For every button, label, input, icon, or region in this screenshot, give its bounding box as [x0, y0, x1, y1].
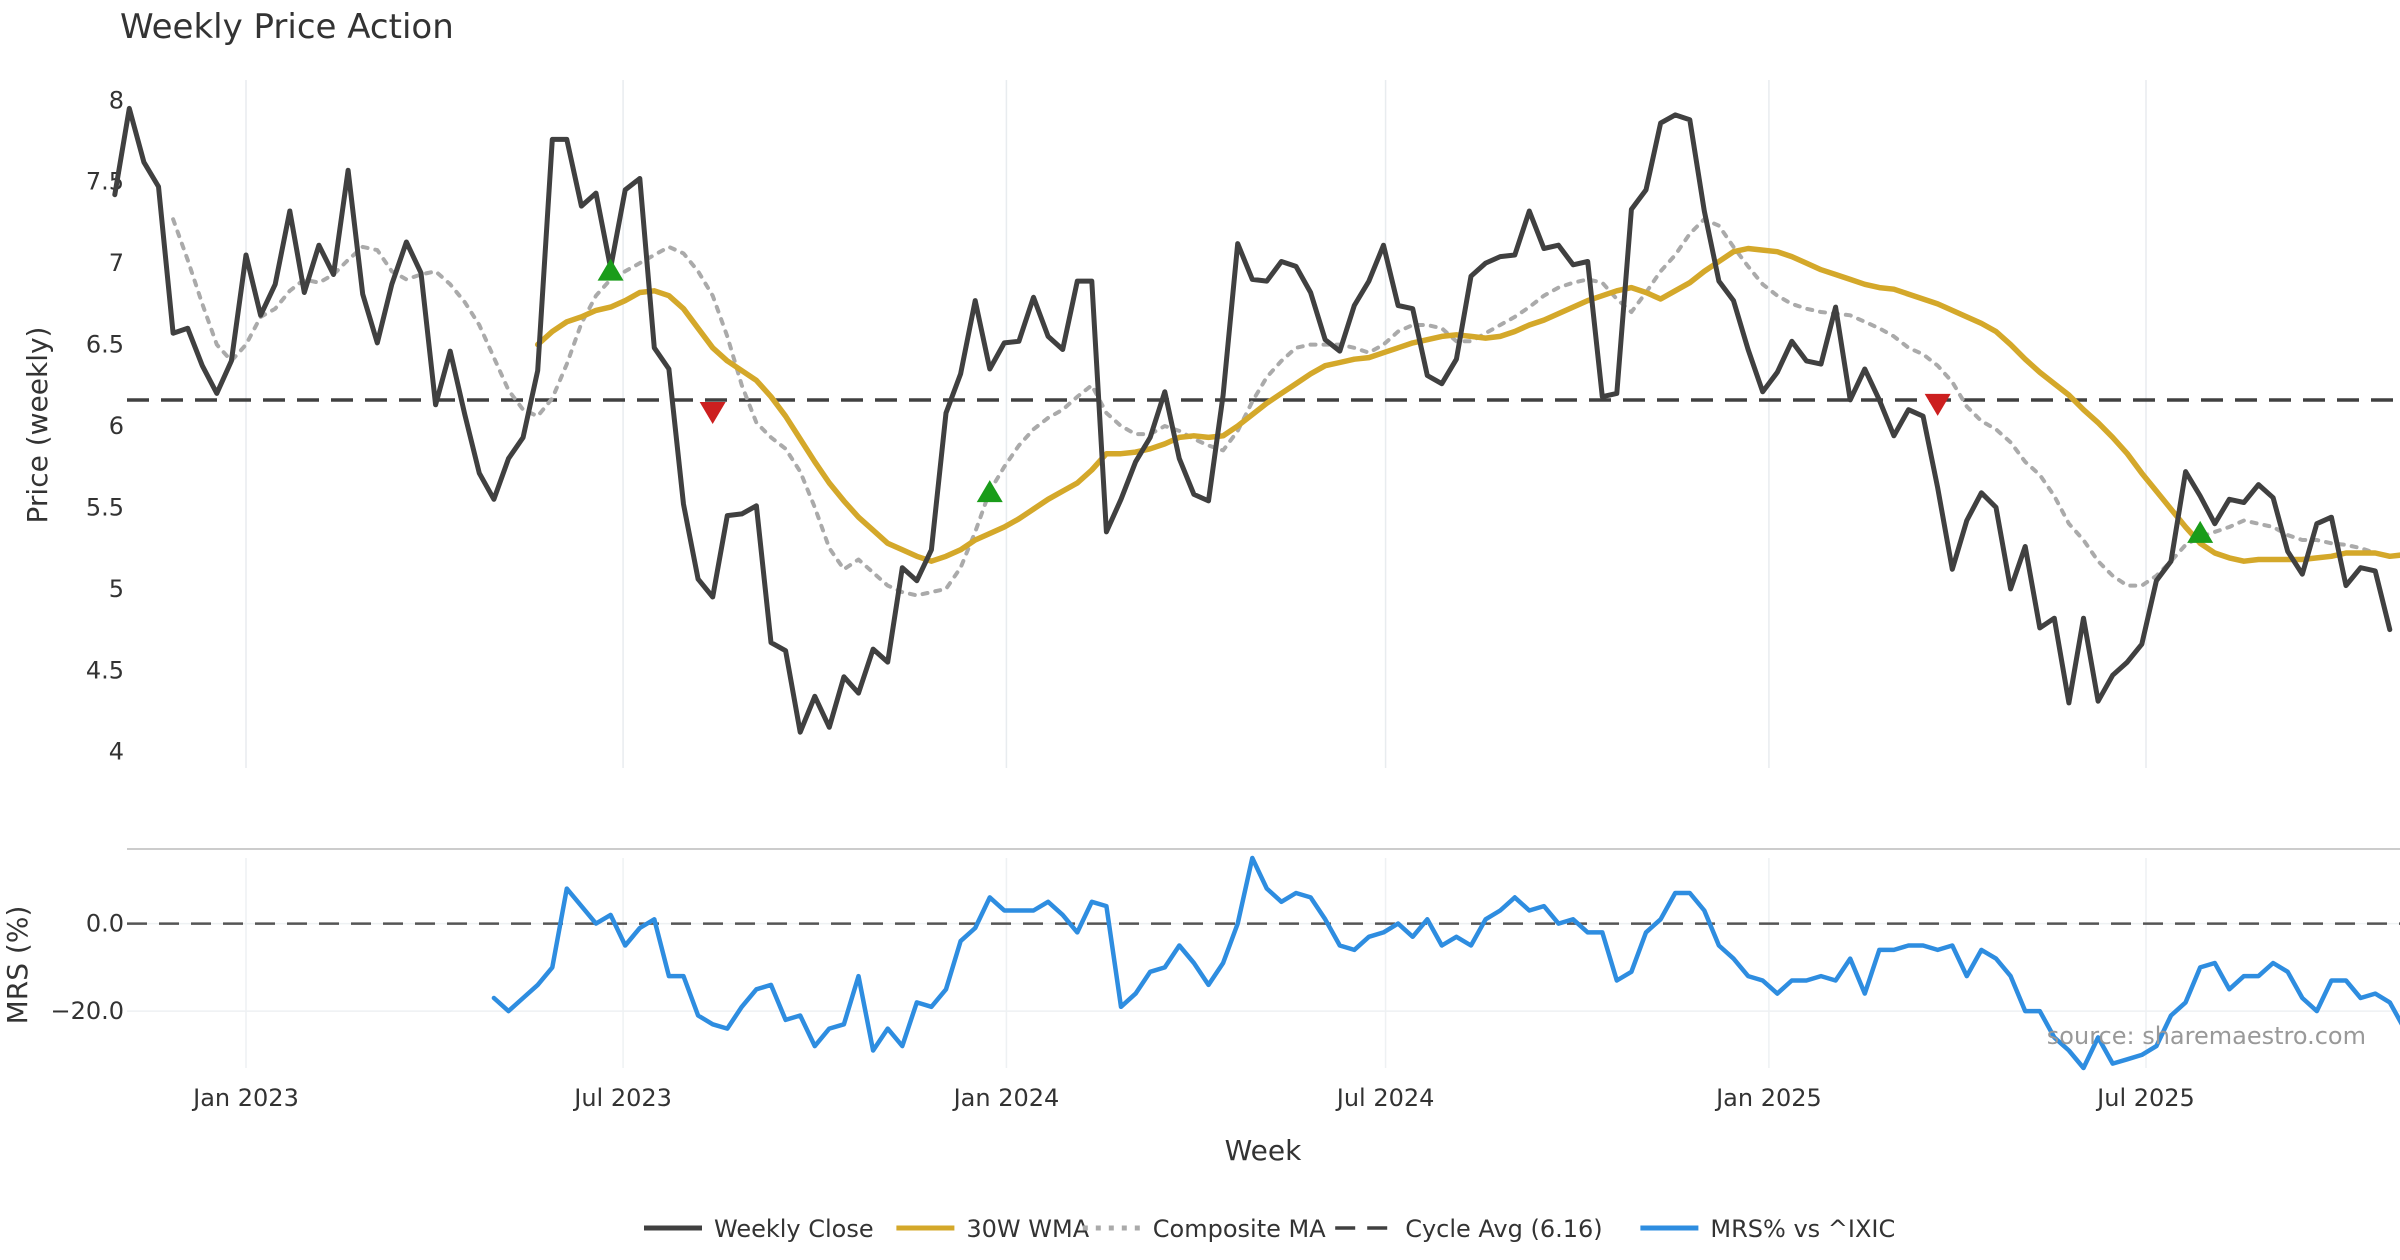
- sell-signal-marker: [699, 401, 726, 424]
- mrs-ixic-line: [491, 855, 2400, 1071]
- reference-lines: [127, 398, 2400, 925]
- chart-title: Weekly Price Action: [120, 7, 454, 47]
- price-y-tick-label: 8: [109, 86, 124, 114]
- mrs-y-tick-label: 0.0: [86, 910, 124, 938]
- wma-30w-line: [534, 245, 2400, 564]
- legend-label: Weekly Close: [714, 1215, 874, 1243]
- x-axis-title: Week: [1225, 1134, 1302, 1167]
- price-y-tick-label: 5: [109, 575, 124, 603]
- legend-label: Composite MA: [1153, 1215, 1326, 1243]
- x-tick-label: Jan 2023: [191, 1084, 299, 1112]
- price-y-tick-label: 6.5: [86, 331, 124, 359]
- x-tick-label: Jan 2025: [1714, 1084, 1822, 1112]
- x-tick-label: Jul 2023: [572, 1084, 672, 1112]
- price-y-tick-label: 5.5: [86, 493, 124, 521]
- legend-label: MRS% vs ^IXIC: [1710, 1215, 1895, 1243]
- buy-signal-marker: [597, 258, 624, 281]
- price-series-group: [112, 105, 2400, 735]
- x-tick-label: Jul 2025: [2095, 1084, 2195, 1112]
- price-panel-grid: [245, 80, 2147, 768]
- legend-label: 30W WMA: [966, 1215, 1089, 1243]
- price-y-axis-title: Price (weekly): [21, 327, 54, 524]
- mrs-y-axis: 0.0 −20.0: [50, 910, 124, 1026]
- price-y-tick-label: 6: [109, 412, 124, 440]
- price-y-tick-label: 4: [109, 738, 124, 766]
- composite-ma-line: [171, 217, 2378, 598]
- sell-signal-marker: [1924, 393, 1951, 416]
- x-axis: Jan 2023 Jul 2023 Jan 2024 Jul 2024 Jan 2025…: [191, 1084, 2195, 1112]
- chart-legend: Weekly Close 30W WMA Composite MA Cycle Avg…: [644, 1215, 1895, 1243]
- x-tick-label: Jan 2024: [952, 1084, 1060, 1112]
- mrs-series-group: [491, 855, 2400, 1071]
- price-y-tick-label: 4.5: [86, 656, 124, 684]
- price-y-tick-label: 7: [109, 249, 124, 277]
- buy-signal-marker: [2187, 520, 2214, 543]
- legend-label: Cycle Avg (6.16): [1405, 1215, 1602, 1243]
- source-attribution: source: sharemaestro.com: [2047, 1022, 2366, 1050]
- signal-markers: [597, 258, 2214, 543]
- weekly-close-line: [112, 105, 2393, 735]
- buy-signal-marker: [976, 480, 1003, 503]
- x-tick-label: Jul 2024: [1335, 1084, 1435, 1112]
- mrs-y-axis-title: MRS (%): [1, 906, 34, 1025]
- mrs-y-tick-label: −20.0: [50, 997, 124, 1025]
